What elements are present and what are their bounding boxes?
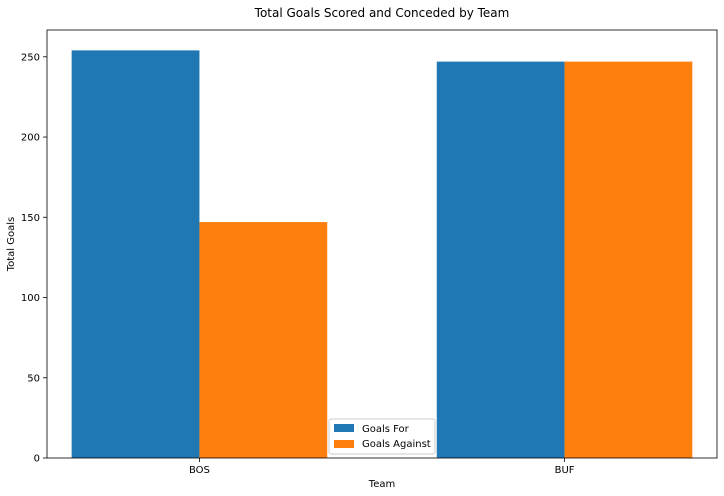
y-tick-label: 200 [21,133,40,144]
y-tick-label: 250 [21,52,40,63]
x-tick-label-buf: BUF [555,465,575,476]
y-tick-label: 50 [27,373,40,384]
legend-swatch-goals-for [334,424,354,432]
bar-buf-goals-against [564,61,693,458]
legend-swatch-goals-against [334,440,354,448]
legend-frame [328,418,436,455]
bar-bos-goals-for [71,50,200,458]
x-tick-label-bos: BOS [189,465,210,476]
bar-buf-goals-for [436,61,565,458]
legend: Goals For Goals Against [328,418,436,455]
bars-group [71,50,693,458]
y-tick-label: 100 [21,293,40,304]
y-tick-label: 0 [34,454,40,465]
x-axis: BOS BUF [189,458,575,476]
y-tick-label: 150 [21,213,40,224]
y-axis-label: Total Goals [6,217,17,273]
bar-bos-goals-against [199,222,328,458]
y-axis: 0 50 100 150 200 250 [21,52,47,465]
legend-label-goals-against: Goals Against [362,439,431,450]
legend-label-goals-for: Goals For [362,424,410,435]
chart-title: Total Goals Scored and Conceded by Team [254,6,510,20]
plot-frame [46,29,718,459]
x-axis-label: Team [368,479,395,490]
